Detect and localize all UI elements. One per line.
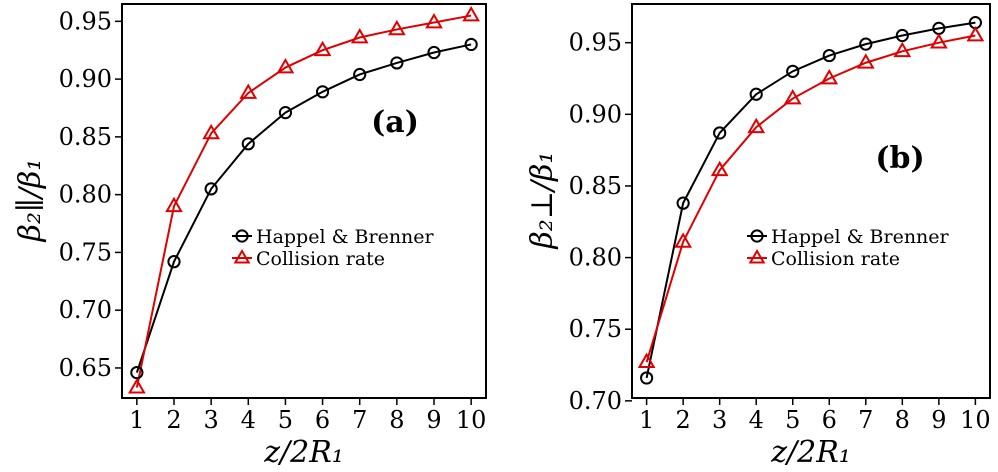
data-point-circle [713,126,727,140]
data-point-circle [278,106,293,120]
data-point-circle [822,48,836,63]
series-line-circle [135,43,472,373]
x-tick-label: 5 [278,406,293,434]
legend-label: Collision rate [771,248,900,270]
series-line-triangle [135,14,472,388]
y-axis-label: β₂⊥/β₁ [525,151,560,249]
x-tick-label: 4 [241,406,256,434]
panel-b: 1 2 3 4 5 6 7 8 9 10 0.70 0.75 0.80 0.85 0.90 0.95 z/2R₁… [525,3,991,470]
y-tick-label: 0.95 [59,7,112,35]
series-line-triangle [645,34,976,363]
data-point-circle [895,28,909,43]
data-point-triangle [637,352,656,369]
x-axis-label: z/2R₁ [263,435,344,470]
x-tick-label: 3 [712,406,727,434]
data-point-circle [315,85,330,99]
x-tick-label: 8 [389,406,404,434]
x-tick-label: 2 [166,406,181,434]
data-point-triangle [930,33,948,49]
x-axis-label: z/2R₁ [770,435,851,470]
data-point-circle [390,56,404,70]
data-point-circle [241,137,255,151]
panel-tag: (b) [875,141,924,176]
y-tick-label: 0.75 [569,315,622,343]
y-tick-label: 0.75 [59,238,112,266]
y-tick-label: 0.70 [59,296,112,324]
x-tick-label: 2 [676,406,691,434]
data-point-circle [786,64,800,78]
panel-a: 1 2 3 4 5 6 7 8 9 10 0.65 0.70 0.75 0.80 0.85 0.90 0.95 z… [13,3,487,470]
x-tick-label: 10 [960,406,991,434]
data-point-triangle [313,40,332,57]
y-tick-label: 0.90 [569,100,622,128]
data-point-triangle [462,6,480,22]
x-tick-label: 1 [639,406,654,434]
x-tick-label: 7 [352,406,367,434]
data-point-triangle [893,41,912,58]
data-point-triangle [165,196,183,213]
y-tick-label: 0.90 [59,65,112,93]
y-tick-label: 0.85 [569,172,622,200]
plot-frame [121,3,487,399]
legend-triangle-marker [233,248,251,264]
data-point-circle [749,87,763,101]
legend-circle-marker [750,229,764,243]
x-tick-label: 1 [129,406,144,434]
data-point-triangle [747,117,766,134]
data-point-triangle [710,160,729,177]
data-point-circle [640,371,654,385]
data-point-triangle [820,68,839,85]
data-point-triangle [202,123,220,140]
x-tick-label: 6 [315,406,330,434]
legend-circle-marker [235,229,249,243]
y-tick-label: 0.65 [59,354,112,382]
x-tick-label: 9 [426,406,441,434]
plot-frame [631,3,991,399]
x-tick-label: 6 [822,406,837,434]
y-tick-label: 0.95 [569,29,622,57]
data-point-triangle [674,232,692,248]
data-point-circle [427,45,441,60]
x-tick-label: 8 [895,406,910,434]
y-axis-label: β₂∥/β₁ [13,159,48,243]
legend-label: Happel & Brenner [256,226,435,248]
data-point-circle [353,67,367,82]
legend-label: Happel & Brenner [771,226,950,248]
data-point-circle [167,255,181,269]
x-tick-label: 4 [749,406,764,434]
y-tick-label: 0.85 [59,123,112,151]
data-point-triangle [350,28,369,44]
panel-tag: (a) [371,105,419,140]
x-tick-label: 5 [785,406,800,434]
legend-label: Collision rate [256,248,385,270]
data-point-triangle [783,89,802,105]
data-point-triangle [425,12,443,29]
x-tick-label: 3 [204,406,219,434]
series-line-circle [645,21,976,379]
data-point-triangle [239,83,258,99]
data-point-triangle [388,19,406,36]
y-tick-label: 0.70 [569,387,622,415]
x-tick-label: 10 [456,406,487,434]
data-point-triangle [276,58,295,74]
x-tick-label: 7 [858,406,873,434]
x-tick-label: 9 [931,406,946,434]
data-point-circle [464,37,478,52]
y-tick-label: 0.80 [569,244,622,272]
data-point-circle [859,37,873,51]
data-point-triangle [966,26,985,42]
data-point-circle [676,196,690,210]
legend-triangle-marker [748,248,766,264]
data-point-circle [204,182,218,196]
data-point-triangle [856,53,875,69]
data-point-triangle [128,378,146,394]
y-tick-label: 0.80 [59,181,112,209]
